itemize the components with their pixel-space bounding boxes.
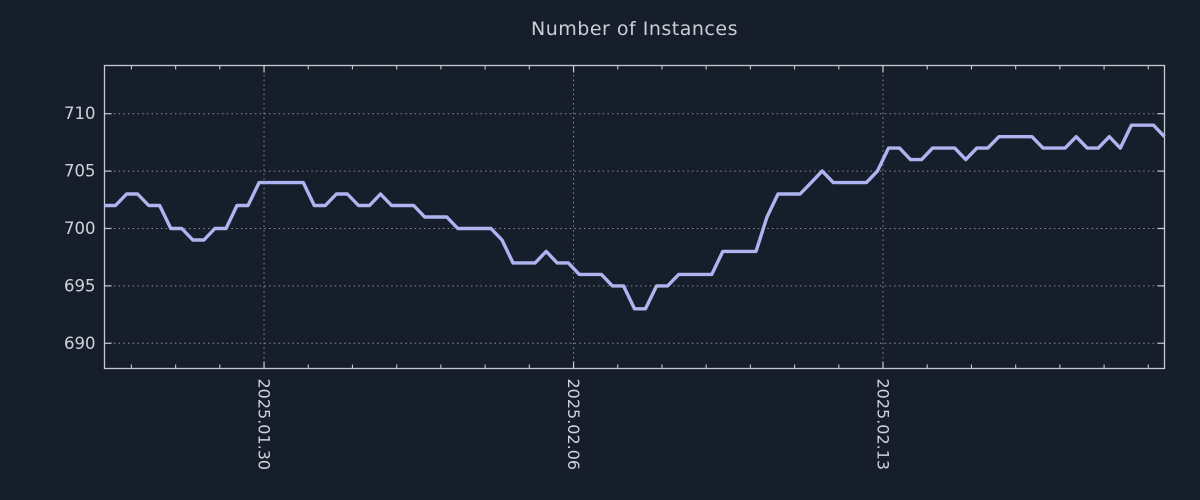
y-tick-label: 695: [64, 276, 96, 295]
y-tick-label: 705: [64, 162, 96, 181]
y-tick-label: 700: [64, 219, 96, 238]
x-tick-label: 2025.02.06: [564, 379, 583, 471]
y-tick-label: 710: [64, 104, 96, 123]
chart-title: Number of Instances: [531, 18, 738, 40]
x-tick-label: 2025.01.30: [255, 379, 274, 471]
data-line-instances: [104, 123, 1166, 311]
y-tick-label: 690: [64, 334, 96, 353]
plot-frame: [103, 64, 1166, 370]
x-tick-label: 2025.02.13: [873, 379, 892, 471]
